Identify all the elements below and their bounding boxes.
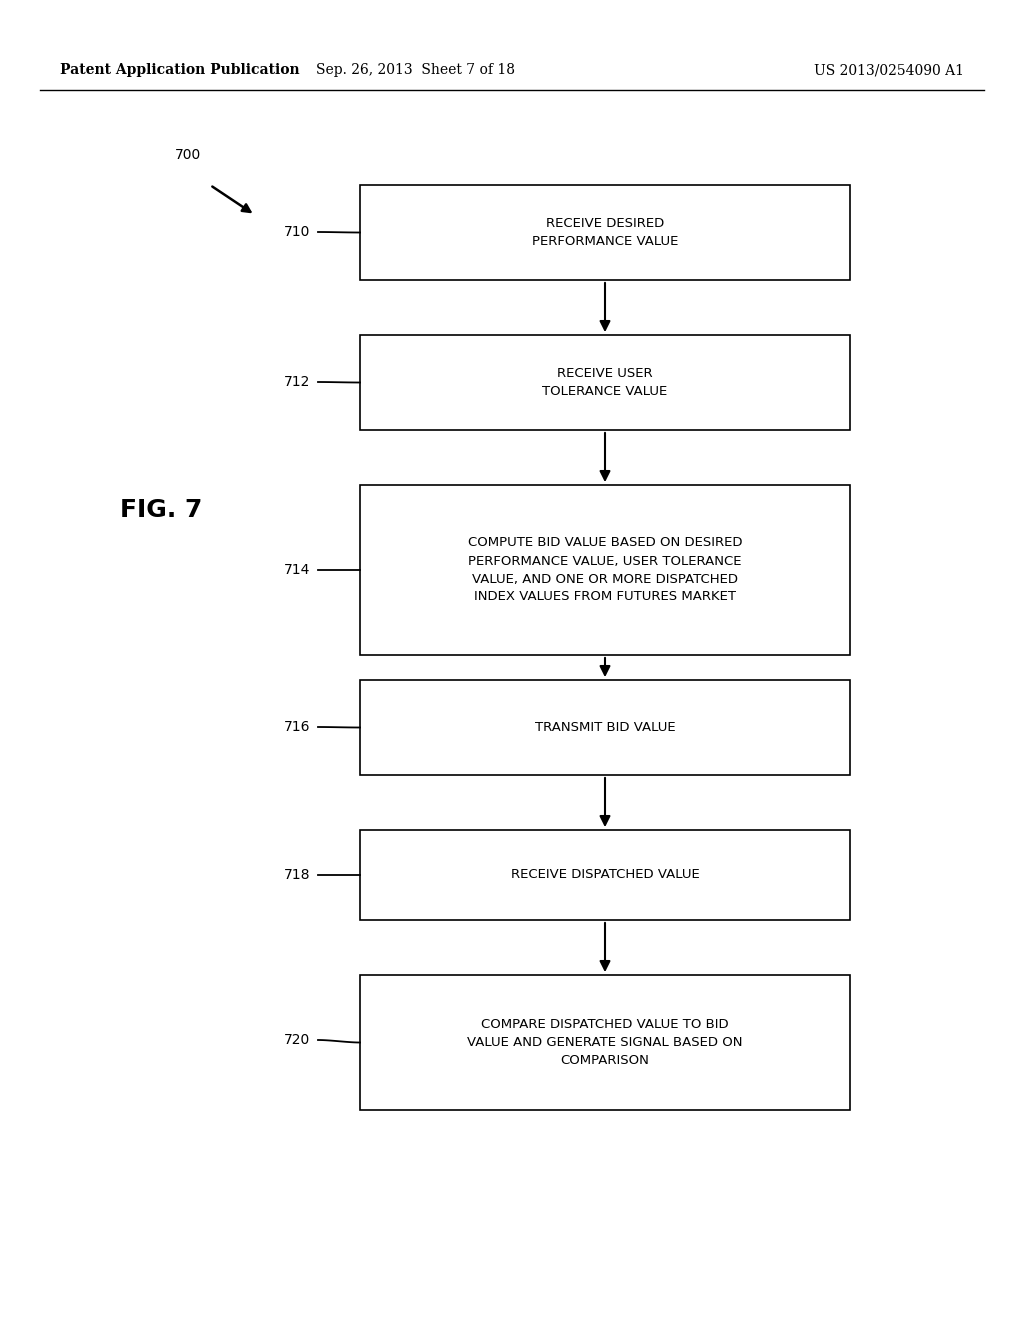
Text: RECEIVE DESIRED
PERFORMANCE VALUE: RECEIVE DESIRED PERFORMANCE VALUE — [531, 216, 678, 248]
Text: 714: 714 — [284, 564, 310, 577]
Text: TRANSMIT BID VALUE: TRANSMIT BID VALUE — [535, 721, 675, 734]
Text: RECEIVE USER
TOLERANCE VALUE: RECEIVE USER TOLERANCE VALUE — [543, 367, 668, 399]
Text: 716: 716 — [284, 719, 310, 734]
Text: 720: 720 — [284, 1034, 310, 1047]
Text: Sep. 26, 2013  Sheet 7 of 18: Sep. 26, 2013 Sheet 7 of 18 — [315, 63, 514, 77]
Bar — [360, 185, 850, 280]
Bar — [360, 680, 850, 775]
Text: 718: 718 — [284, 869, 310, 882]
Bar — [360, 830, 850, 920]
Bar — [360, 335, 850, 430]
Bar — [360, 975, 850, 1110]
Text: US 2013/0254090 A1: US 2013/0254090 A1 — [814, 63, 964, 77]
Text: RECEIVE DISPATCHED VALUE: RECEIVE DISPATCHED VALUE — [511, 869, 699, 882]
Text: Patent Application Publication: Patent Application Publication — [60, 63, 300, 77]
Text: 712: 712 — [284, 375, 310, 389]
Text: COMPARE DISPATCHED VALUE TO BID
VALUE AND GENERATE SIGNAL BASED ON
COMPARISON: COMPARE DISPATCHED VALUE TO BID VALUE AN… — [467, 1018, 742, 1067]
Text: COMPUTE BID VALUE BASED ON DESIRED
PERFORMANCE VALUE, USER TOLERANCE
VALUE, AND : COMPUTE BID VALUE BASED ON DESIRED PERFO… — [468, 536, 742, 603]
Bar — [360, 484, 850, 655]
Text: 710: 710 — [284, 224, 310, 239]
Text: FIG. 7: FIG. 7 — [120, 498, 203, 521]
Text: 700: 700 — [175, 148, 202, 162]
